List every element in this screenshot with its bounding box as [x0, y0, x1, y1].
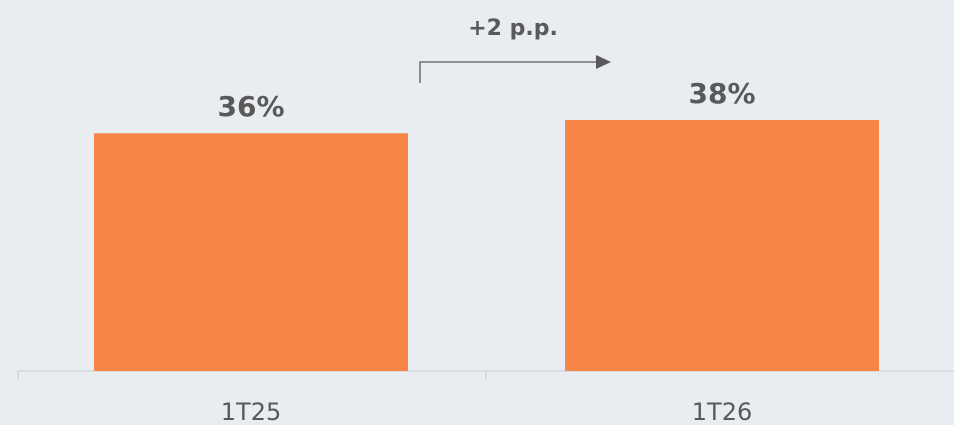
bar-1T25 [94, 133, 408, 371]
bars-group [94, 120, 879, 371]
annotation-arrow-line [419, 61, 596, 83]
x-tick-label-1T25: 1T25 [221, 398, 281, 425]
tick-labels-group: 1T25 1T26 [221, 398, 752, 425]
x-tick-label-1T26: 1T26 [692, 398, 752, 425]
arrow-right-icon [596, 55, 611, 69]
x-axis [17, 370, 954, 379]
data-labels-group: 36% 38% [217, 77, 755, 123]
data-label-1T26: 38% [688, 77, 755, 110]
annotation-label: +2 p.p. [468, 16, 558, 41]
bar-1T26 [565, 120, 879, 371]
data-label-1T25: 36% [217, 90, 284, 123]
change-annotation: +2 p.p. [419, 16, 611, 83]
